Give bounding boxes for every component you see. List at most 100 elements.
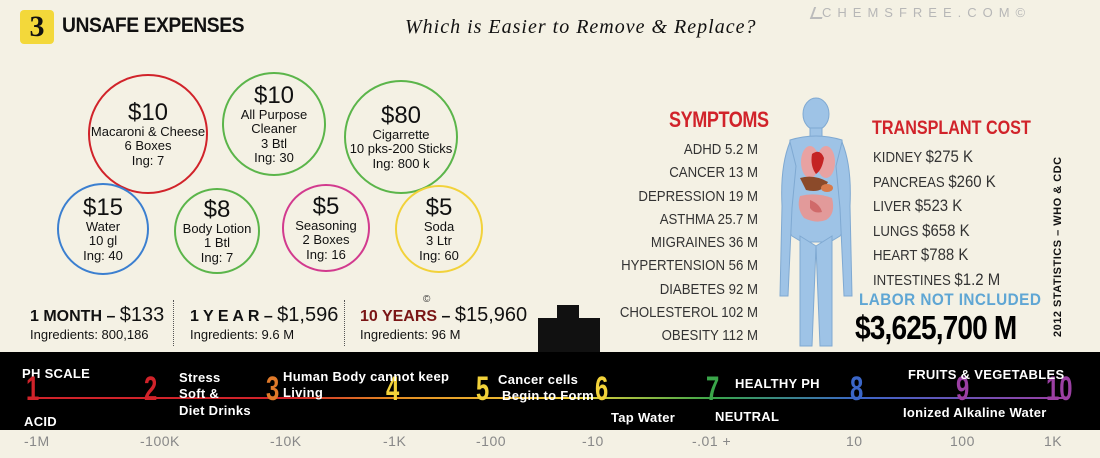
total-amount: $1,596 — [277, 304, 339, 326]
device-body-icon — [538, 318, 600, 356]
page-title: UNSAFE EXPENSES — [62, 14, 245, 37]
item-price: $5 — [425, 193, 453, 221]
item-name: Body Lotion — [182, 221, 252, 237]
item-quantity: 1 Btl — [203, 235, 230, 251]
item-quantity: 3 Ltr — [425, 233, 452, 249]
stats-source: 2012 STATISTICS – WHO & CDC — [1052, 156, 1064, 337]
total-ingredients: Ingredients: 96 M — [360, 327, 461, 342]
item-quantity: 2 Boxes — [302, 232, 350, 248]
ph-number: 2 — [144, 370, 158, 408]
ph-number: 5 — [476, 370, 490, 408]
organ-name: LIVER — [873, 198, 912, 215]
total-period: 1 Y E A R — [190, 308, 260, 325]
symptom-item: CANCER 13 M — [669, 164, 758, 182]
scale-value: 100 — [950, 433, 975, 449]
scale-value: -10 — [582, 433, 604, 449]
organ-name: PANCREAS — [873, 173, 945, 191]
transplant-item: PANCREAS $260 K — [873, 170, 1000, 195]
ph-number: 1 — [26, 370, 40, 408]
transplant-item: INTESTINES $1.2 M — [873, 268, 1000, 293]
transplant-list: KIDNEY $275 K PANCREAS $260 K LIVER $523… — [873, 145, 1000, 292]
ph-acid-label: ACID — [24, 414, 57, 429]
item-ingredients: Ing: 16 — [306, 246, 346, 262]
total-separator: – — [102, 308, 120, 325]
ph-number: 8 — [850, 370, 864, 408]
item-ingredients: Ing: 7 — [131, 152, 165, 168]
ph-label-neutral: NEUTRAL — [715, 409, 780, 424]
scale-value: -.01 + — [692, 433, 732, 449]
device-top-icon — [557, 305, 579, 319]
item-price: $5 — [312, 192, 340, 220]
item-ingredients: Ing: 30 — [254, 149, 294, 165]
symptom-item: MIGRAINES 36 M — [650, 234, 758, 252]
total-month: 1 MONTH – $133 Ingredients: 800,186 — [30, 304, 164, 342]
scale-value: 1K — [1044, 433, 1063, 449]
copyright-mark: © — [423, 294, 431, 305]
symptom-item: DIABETES 92 M — [659, 280, 758, 298]
total-amount: $15,960 — [454, 304, 528, 326]
organ-cost: $788 K — [920, 245, 969, 264]
item-circle-lotion: $8 Body Lotion 1 Btl Ing: 7 — [174, 188, 260, 274]
item-ingredients: Ing: 60 — [419, 247, 459, 263]
scale-value: -10K — [270, 433, 302, 449]
ph-label-body: Human Body cannot keep Living — [283, 369, 449, 402]
item-quantity: 10 gl — [88, 233, 118, 249]
ph-label-line: Begin to Form — [502, 388, 595, 404]
scale-value: 10 — [846, 433, 863, 449]
ph-label-tap: Tap Water — [611, 410, 676, 425]
organ-cost: $658 K — [922, 220, 970, 240]
page-subtitle: Which is Easier to Remove & Replace? — [405, 16, 757, 38]
ph-number: 6 — [595, 370, 609, 408]
organ-cost: $523 K — [914, 196, 963, 215]
ph-label-cancer: Cancer cells Begin to Form — [498, 372, 594, 405]
item-quantity: 3 Btl — [260, 135, 287, 151]
ph-scale-title: PH SCALE — [22, 366, 91, 381]
ph-label-ionized: Ionized Alkaline Water — [903, 405, 1047, 420]
item-circle-cigarette: $80 Cigarrette 10 pks-200 Sticks Ing: 80… — [344, 80, 458, 194]
item-circle-water: $15 Water 10 gl Ing: 40 — [57, 183, 149, 275]
item-name: All Purpose Cleaner — [240, 107, 308, 137]
ph-label-line: Soft & — [179, 386, 220, 402]
ph-label-line: Human Body cannot keep — [283, 369, 450, 384]
ph-label-line: Diet Drinks — [179, 402, 251, 418]
organ-cost: $1.2 M — [954, 269, 1001, 289]
ph-number: 9 — [956, 370, 970, 408]
item-circle-macaroni: $10 Macaroni & Cheese 6 Boxes Ing: 7 — [88, 74, 208, 194]
section-number-badge: 3 — [20, 10, 54, 44]
item-price: $15 — [82, 193, 124, 221]
divider — [173, 300, 174, 346]
item-circle-cleaner: $10 All Purpose Cleaner 3 Btl Ing: 30 — [222, 72, 326, 176]
organ-name: INTESTINES — [873, 271, 951, 289]
brand-watermark: CHEMSFREE.COM© — [822, 5, 1032, 20]
ph-label-line: Stress — [179, 370, 221, 385]
total-ingredients: Ingredients: 9.6 M — [190, 327, 295, 342]
total-separator: – — [259, 308, 278, 325]
transplant-item: LIVER $523 K — [873, 194, 1000, 219]
human-body-icon — [779, 97, 853, 347]
total-period: 10 YEARS — [360, 308, 438, 325]
ph-scale-band — [0, 352, 1100, 430]
ph-label-line: Cancer cells — [498, 372, 579, 387]
scale-value: -1K — [383, 433, 407, 449]
scale-value: -100K — [140, 433, 180, 449]
symptom-item: CHOLESTEROL 102 M — [619, 304, 758, 322]
ph-label-fruits: FRUITS & VEGETABLES — [908, 367, 1065, 382]
total-decade: 10 YEARS – $15,960 Ingredients: 96 M — [360, 304, 527, 342]
total-amount: $133 — [119, 304, 165, 326]
ph-label-line: Living — [283, 385, 324, 401]
scale-value: -100 — [476, 433, 507, 449]
ph-label-stress: Stress Soft & Diet Drinks — [179, 370, 251, 419]
ph-number: 3 — [266, 370, 280, 408]
organ-name: LUNGS — [873, 222, 919, 240]
organ-name: KIDNEY — [873, 149, 922, 166]
item-price: $8 — [203, 195, 231, 223]
item-name: Water — [85, 219, 121, 235]
ph-number: 7 — [706, 370, 720, 408]
item-name: Soda — [423, 219, 455, 235]
organ-cost: $260 K — [948, 171, 996, 191]
symptom-item: DEPRESSION 19 M — [638, 187, 758, 205]
total-year: 1 Y E A R – $1,596 Ingredients: 9.6 M — [190, 304, 338, 342]
item-price: $10 — [127, 98, 169, 126]
transplant-title: TRANSPLANT COST — [872, 118, 1031, 139]
symptom-item: ADHD 5.2 M — [683, 141, 758, 158]
